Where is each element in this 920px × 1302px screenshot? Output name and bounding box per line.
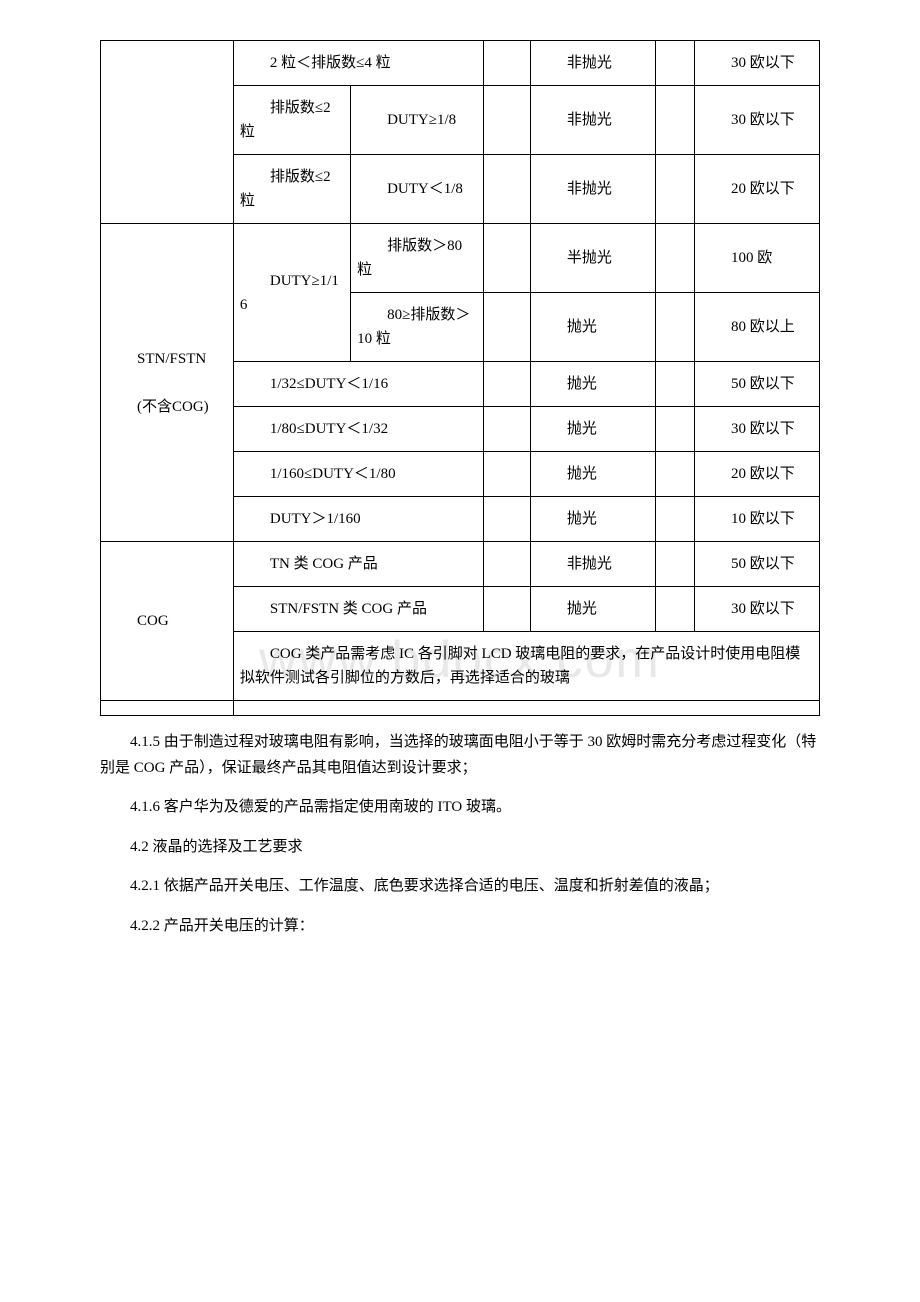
cell-polish: 抛光 — [530, 452, 655, 497]
cell-duty: 1/160≤DUTY＜1/80 — [233, 452, 483, 497]
cell-condition: 排版数≤2 粒 — [233, 155, 350, 224]
spec-table: 2 粒＜排版数≤4 粒 非抛光 30 欧以下 排版数≤2 粒 DUTY≥1/8 … — [100, 40, 820, 716]
cell-polish: 半抛光 — [530, 224, 655, 293]
cell-blank — [655, 542, 694, 587]
cell-condition: STN/FSTN 类 COG 产品 — [233, 587, 483, 632]
cell-polish: 抛光 — [530, 497, 655, 542]
cell-resistance: 30 欧以下 — [694, 41, 819, 86]
cell-resistance: 10 欧以下 — [694, 497, 819, 542]
cell-resistance: 100 欧 — [694, 224, 819, 293]
cell-blank — [655, 293, 694, 362]
paragraph-422: 4.2.2 产品开关电压的计算： — [100, 914, 820, 940]
cell-blank — [655, 407, 694, 452]
cell-resistance: 20 欧以下 — [694, 452, 819, 497]
cell-polish: 非抛光 — [530, 86, 655, 155]
cell-polish: 非抛光 — [530, 542, 655, 587]
cell-condition: 排版数＞80 粒 — [351, 224, 484, 293]
cell-resistance: 30 欧以下 — [694, 86, 819, 155]
cell-duty: 1/32≤DUTY＜1/16 — [233, 362, 483, 407]
table-row: STN/FSTN(不含COG) DUTY≥1/16 排版数＞80 粒 半抛光 1… — [101, 224, 820, 293]
cell-blank — [483, 362, 530, 407]
paragraph-42: 4.2 液晶的选择及工艺要求 — [100, 835, 820, 861]
cell-blank — [483, 86, 530, 155]
cell-polish: 抛光 — [530, 362, 655, 407]
cell-blank — [101, 701, 234, 716]
cell-resistance: 30 欧以下 — [694, 407, 819, 452]
cell-blank — [655, 497, 694, 542]
cell-resistance: 20 欧以下 — [694, 155, 819, 224]
cell-polish: 非抛光 — [530, 155, 655, 224]
cell-blank — [655, 362, 694, 407]
cell-polish: 抛光 — [530, 587, 655, 632]
cell-condition: 排版数≤2 粒 — [233, 86, 350, 155]
cell-polish: 非抛光 — [530, 41, 655, 86]
cell-note: COG 类产品需考虑 IC 各引脚对 LCD 玻璃电阻的要求，在产品设计时使用电… — [233, 632, 819, 701]
cell-blank — [233, 701, 819, 716]
cell-blank — [483, 41, 530, 86]
cell-resistance: 30 欧以下 — [694, 587, 819, 632]
paragraph-415: 4.1.5 由于制造过程对玻璃电阻有影响，当选择的玻璃面电阻小于等于 30 欧姆… — [100, 730, 820, 781]
cell-duty-group: DUTY≥1/16 — [233, 224, 350, 362]
cell-polish: 抛光 — [530, 293, 655, 362]
cell-category-blank — [101, 41, 234, 224]
cell-condition: TN 类 COG 产品 — [233, 542, 483, 587]
cell-duty: DUTY≥1/8 — [351, 86, 484, 155]
cell-blank — [655, 224, 694, 293]
table-row: 2 粒＜排版数≤4 粒 非抛光 30 欧以下 — [101, 41, 820, 86]
cell-condition: 80≥排版数＞10 粒 — [351, 293, 484, 362]
paragraph-416: 4.1.6 客户华为及德爱的产品需指定使用南玻的 ITO 玻璃。 — [100, 795, 820, 821]
cell-blank — [483, 587, 530, 632]
cell-duty: DUTY＞1/160 — [233, 497, 483, 542]
cell-resistance: 50 欧以下 — [694, 542, 819, 587]
cell-blank — [483, 542, 530, 587]
cell-resistance: 80 欧以上 — [694, 293, 819, 362]
cell-blank — [483, 452, 530, 497]
cell-category-cog: COG — [101, 542, 234, 701]
cell-blank — [483, 407, 530, 452]
table-row-empty — [101, 701, 820, 716]
table-row: COG TN 类 COG 产品 非抛光 50 欧以下 — [101, 542, 820, 587]
cell-blank — [655, 41, 694, 86]
cell-polish: 抛光 — [530, 407, 655, 452]
cell-blank — [483, 293, 530, 362]
cell-condition: 2 粒＜排版数≤4 粒 — [233, 41, 483, 86]
cell-blank — [655, 86, 694, 155]
cell-blank — [655, 587, 694, 632]
cell-resistance: 50 欧以下 — [694, 362, 819, 407]
cell-blank — [655, 155, 694, 224]
cell-duty: DUTY＜1/8 — [351, 155, 484, 224]
cell-blank — [483, 497, 530, 542]
cell-blank — [483, 155, 530, 224]
cell-blank — [655, 452, 694, 497]
cell-duty: 1/80≤DUTY＜1/32 — [233, 407, 483, 452]
cell-blank — [483, 224, 530, 293]
cell-category-stn: STN/FSTN(不含COG) — [101, 224, 234, 542]
paragraph-421: 4.2.1 依据产品开关电压、工作温度、底色要求选择合适的电压、温度和折射差值的… — [100, 874, 820, 900]
